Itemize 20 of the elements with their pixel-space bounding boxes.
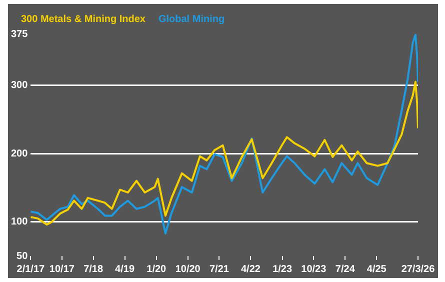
x-tick-label: 10/23	[301, 264, 327, 275]
x-tick-label: 10/20	[175, 264, 201, 275]
x-tick-label: 2/1/17	[16, 264, 46, 275]
x-tick-label: 7/21	[209, 264, 230, 275]
text: 300 Metals & Mining Index	[21, 14, 146, 25]
x-tick-label: 4/22	[240, 264, 261, 275]
x-tick-label: 1/23	[272, 264, 292, 275]
y-tick-label: 200	[10, 148, 28, 160]
x-tick-label: 4/25	[366, 264, 387, 275]
x-tick-label: 10/17	[49, 264, 75, 275]
y-tick-label: 375	[10, 28, 28, 40]
x-tick-label: 7/18	[84, 264, 104, 275]
x-tick-label: 27/3/26	[401, 264, 436, 275]
y-tick-label: 300	[10, 80, 28, 91]
x-tick-label: 7/24	[335, 264, 356, 275]
y-tick-label: 50	[16, 250, 28, 262]
x-tick-label: 1/20	[146, 264, 167, 275]
y-tick-label: 100	[10, 216, 28, 228]
text: Global Mining	[158, 14, 225, 25]
x-tick-label: 4/19	[115, 264, 135, 275]
